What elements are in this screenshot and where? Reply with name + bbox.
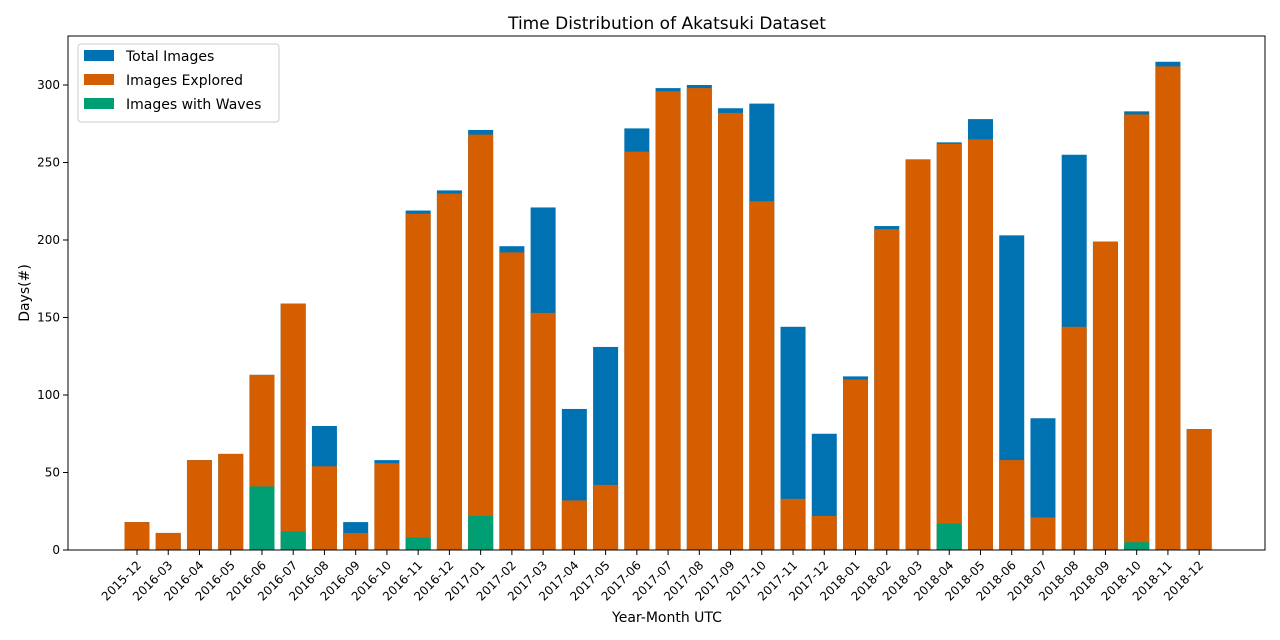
bar-images-explored-2018-06	[999, 460, 1025, 550]
y-tick-label: 0	[52, 543, 60, 557]
bar-images-explored-2017-05	[593, 484, 619, 550]
bars-group	[124, 61, 1212, 551]
bar-images-explored-2018-03	[905, 159, 931, 550]
bar-images-explored-2017-03	[530, 312, 556, 550]
bar-images-with-waves-2016-06	[249, 486, 275, 550]
bar-images-explored-2016-07	[280, 303, 306, 550]
bar-images-explored-2018-02	[874, 229, 900, 550]
bar-images-explored-2017-12	[811, 515, 837, 550]
bar-images-with-waves-2016-07	[280, 531, 306, 550]
legend-label-images-explored: Images Explored	[126, 73, 243, 89]
y-tick-label: 250	[37, 156, 60, 170]
bar-images-explored-2015-12	[124, 522, 150, 550]
bar-images-explored-2016-05	[218, 453, 244, 550]
bar-images-explored-2016-03	[155, 532, 181, 550]
bar-images-explored-2016-11	[405, 213, 431, 550]
bar-images-explored-2016-12	[436, 193, 462, 550]
bar-images-explored-2017-02	[499, 252, 525, 550]
bar-images-explored-2018-12	[1186, 429, 1212, 550]
bar-images-explored-2017-07	[655, 91, 681, 550]
bar-images-explored-2018-11	[1155, 66, 1181, 551]
x-axis-label: Year-Month UTC	[611, 610, 722, 626]
legend-label-images-with-waves: Images with Waves	[126, 97, 261, 113]
bar-images-explored-2018-05	[967, 139, 993, 550]
bar-images-explored-2018-07	[1030, 517, 1056, 550]
y-tick-label: 150	[37, 311, 60, 325]
legend-swatch-images-with-waves	[84, 98, 114, 109]
bar-images-explored-2016-08	[311, 466, 337, 550]
bar-images-explored-2017-11	[780, 498, 806, 550]
bar-images-explored-2017-09	[718, 112, 744, 551]
legend-swatch-total-images	[84, 50, 114, 61]
legend-label-total-images: Total Images	[125, 49, 214, 65]
legend: Total Images Images Explored Images with W…	[77, 43, 280, 123]
legend-box	[77, 43, 280, 123]
bar-images-with-waves-2017-01	[468, 515, 494, 550]
bar-images-explored-2016-09	[343, 532, 369, 550]
bar-images-with-waves-2016-11	[405, 537, 431, 550]
bar-images-explored-2017-01	[468, 134, 494, 550]
bar-images-explored-2017-08	[686, 88, 712, 550]
plot-frame	[67, 35, 1266, 551]
legend-swatch-images-explored	[84, 74, 114, 85]
bar-images-explored-2018-01	[843, 379, 869, 550]
bar-images-explored-2018-10	[1124, 114, 1150, 550]
bar-images-explored-2018-09	[1092, 241, 1118, 551]
bar-images-explored-2018-08	[1061, 326, 1087, 550]
bar-images-explored-2016-10	[374, 463, 400, 550]
y-tick-label: 200	[37, 233, 60, 247]
bar-images-explored-2018-04	[936, 143, 962, 550]
y-axis-label: Days(#)	[17, 264, 33, 322]
x-axis: 2015-122016-032016-042016-052016-062016-…	[99, 550, 1206, 604]
y-axis: 0 50 100 150 200 250 300	[37, 78, 68, 557]
bar-images-explored-2016-04	[186, 460, 212, 550]
chart-title: Time Distribution of Akatsuki Dataset	[507, 14, 826, 34]
bar-images-explored-2017-04	[561, 500, 587, 550]
y-tick-label: 300	[37, 78, 60, 92]
bar-images-explored-2017-10	[749, 201, 775, 550]
bar-images-with-waves-2018-10	[1124, 542, 1150, 550]
bar-images-explored-2017-06	[624, 151, 650, 550]
y-tick-label: 100	[37, 388, 60, 402]
bar-images-with-waves-2018-04	[936, 523, 962, 550]
y-tick-label: 50	[45, 466, 60, 480]
